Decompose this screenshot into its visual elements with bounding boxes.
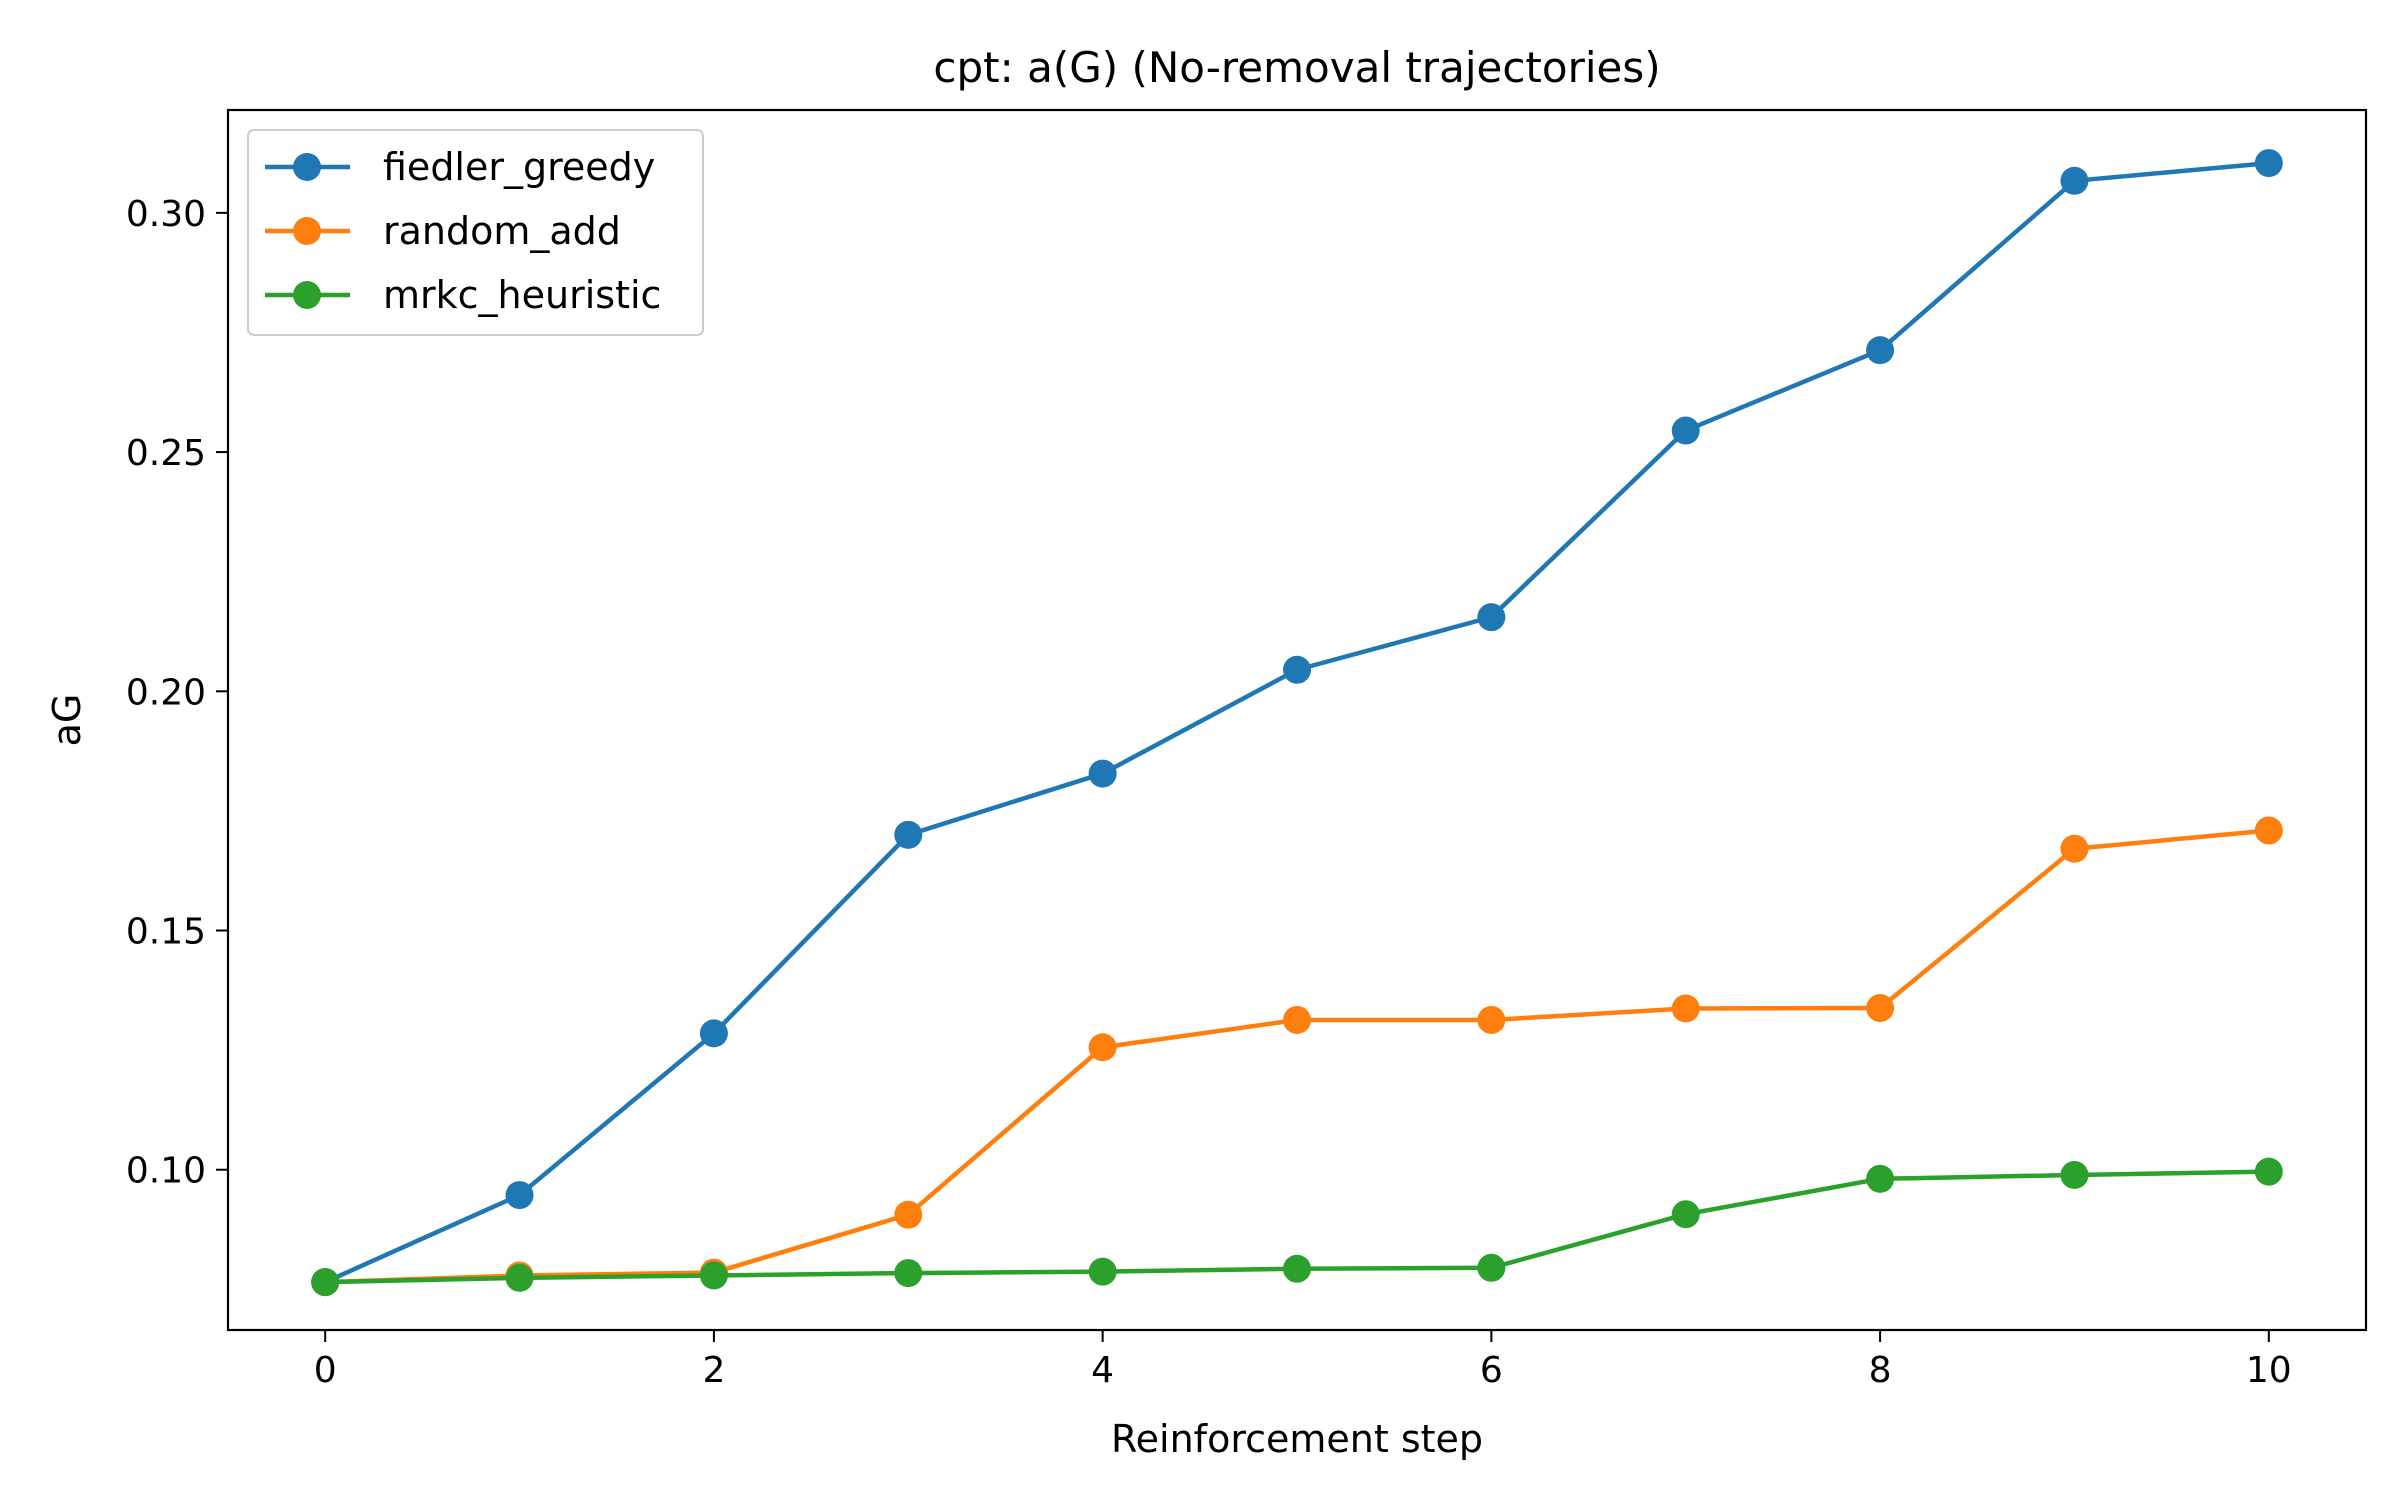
legend-label: mrkc_heuristic (383, 273, 661, 317)
y-tick-label: 0.20 (126, 672, 206, 713)
data-point-mrkc_heuristic (2060, 1160, 2089, 1189)
data-point-mrkc_heuristic (1671, 1200, 1700, 1229)
data-point-fiedler_greedy (2060, 166, 2089, 195)
data-point-random_add (1088, 1033, 1117, 1062)
plot-frame (226, 108, 2368, 1332)
legend: fiedler_greedy random_add mrkc_heuristic (247, 129, 704, 336)
data-point-fiedler_greedy (1866, 336, 1895, 365)
x-tick-label: 6 (1480, 1350, 1503, 1391)
legend-box (247, 129, 704, 336)
data-point-random_add (2254, 816, 2283, 845)
data-point-random_add (1283, 1005, 1311, 1034)
data-point-mrkc_heuristic (1866, 1164, 1895, 1193)
legend-item-fiedler_greedy: fiedler_greedy (265, 145, 655, 189)
data-point-mrkc_heuristic (894, 1259, 923, 1288)
y-tick-label: 0.15 (126, 912, 206, 953)
y-axis-label: aG (45, 694, 89, 747)
data-point-mrkc_heuristic (1477, 1253, 1506, 1282)
x-tick-label: 4 (1091, 1350, 1114, 1391)
x-tick-label: 10 (2246, 1350, 2292, 1391)
data-point-fiedler_greedy (2254, 149, 2283, 178)
legend-marker (293, 281, 321, 309)
data-point-fiedler_greedy (1283, 655, 1311, 684)
data-point-fiedler_greedy (699, 1019, 728, 1048)
data-point-random_add (1866, 994, 1895, 1023)
data-point-mrkc_heuristic (699, 1261, 728, 1290)
data-point-random_add (2060, 834, 2089, 863)
data-point-mrkc_heuristic (2254, 1157, 2283, 1186)
legend-marker (293, 153, 321, 181)
x-axis-label: Reinforcement step (1111, 1417, 1483, 1461)
data-point-fiedler_greedy (894, 820, 923, 849)
x-tick-label: 2 (702, 1350, 725, 1391)
legend-item-mrkc_heuristic: mrkc_heuristic (265, 273, 661, 317)
data-point-random_add (1671, 994, 1700, 1023)
legend-label: random_add (383, 209, 621, 253)
data-point-random_add (894, 1200, 923, 1229)
data-point-mrkc_heuristic (505, 1263, 534, 1292)
series-mrkc_heuristic (311, 1157, 2283, 1297)
y-tick-label: 0.10 (126, 1151, 206, 1192)
chart-title: cpt: a(G) (No-removal trajectories) (933, 43, 1660, 92)
data-point-fiedler_greedy (1671, 416, 1700, 445)
x-tick-label: 0 (314, 1350, 337, 1391)
data-point-random_add (1477, 1005, 1506, 1034)
legend-label: fiedler_greedy (383, 145, 655, 189)
series-layer (311, 149, 2283, 1297)
data-point-fiedler_greedy (1477, 603, 1506, 632)
x-axis-ticks: 0 2 4 6 8 10 (314, 1330, 2292, 1391)
data-point-mrkc_heuristic (311, 1268, 340, 1297)
y-tick-label: 0.30 (126, 194, 206, 235)
data-point-fiedler_greedy (1088, 759, 1117, 788)
data-point-mrkc_heuristic (1088, 1257, 1117, 1286)
legend-marker (293, 217, 321, 245)
x-tick-label: 8 (1869, 1350, 1892, 1391)
data-point-mrkc_heuristic (1283, 1254, 1311, 1283)
y-tick-label: 0.25 (126, 433, 206, 474)
y-axis-ticks: 0.10 0.15 0.20 0.25 0.30 (126, 194, 228, 1192)
data-point-fiedler_greedy (505, 1181, 534, 1210)
legend-item-random_add: random_add (265, 209, 621, 253)
